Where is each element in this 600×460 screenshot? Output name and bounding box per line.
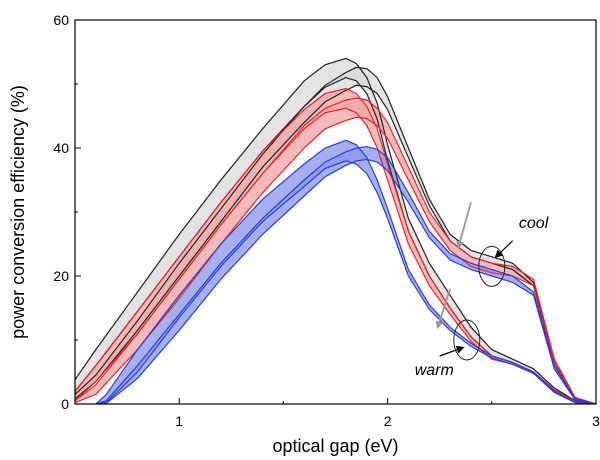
y-tick-label-40: 40 [53,140,69,156]
annotation-cool-ellipse [478,245,506,287]
series-lower-line-5 [95,160,596,404]
x-tick-label-2: 2 [384,413,392,429]
annotation-cool-arrow [494,240,514,259]
x-tick-label-3: 3 [592,413,600,429]
series-band-6 [95,146,596,404]
y-tick-label-20: 20 [53,268,69,284]
gray-arrow-1 [456,202,472,250]
annotation-warm-arrow [439,345,465,357]
series-lines [75,57,596,404]
annotation-warm-ellipse [453,319,481,361]
series-lower-line-4 [75,116,596,404]
y-tick-label-60: 60 [53,12,69,28]
y-axis-title: power conversion efficiency (%) [8,85,28,339]
annotations: cool warm [415,202,549,379]
x-axis-title: optical gap (eV) [272,436,398,456]
series-lower-line-6 [95,158,596,404]
series-upper-line-6 [95,146,596,404]
y-tick-label-0: 0 [61,396,69,412]
annotation-warm-label: warm [415,362,454,379]
series-upper-line-5 [95,139,596,404]
series-upper-line-2 [75,66,596,404]
series-bands [75,58,596,404]
x-tick-label-1: 1 [175,413,183,429]
series-lower-line-2 [75,84,596,404]
annotation-cool-label: cool [519,215,549,232]
axes: 1 2 3 0 20 40 60 optical gap (eV) power conversi… [8,12,600,456]
gray-arrow-2 [435,288,451,330]
series-upper-line-4 [75,97,596,404]
series-upper-line-1 [75,57,596,404]
